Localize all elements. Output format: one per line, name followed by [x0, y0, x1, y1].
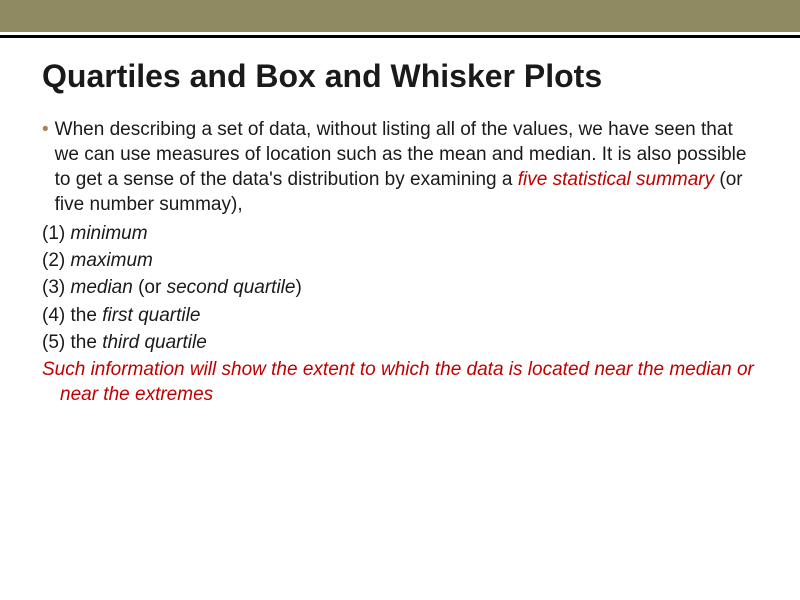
- list-item-5: (5) the third quartile: [42, 330, 758, 355]
- list-item-2: (2) maximum: [42, 248, 758, 273]
- item4-num: (4) the: [42, 305, 102, 326]
- list-item-1: (1) minimum: [42, 221, 758, 246]
- summary-text: Such information will show the extent to…: [42, 357, 758, 407]
- item5-num: (5) the: [42, 332, 102, 353]
- intro-bullet: • When describing a set of data, without…: [42, 117, 758, 217]
- item1-term: minimum: [71, 223, 148, 244]
- top-accent-bar: [0, 0, 800, 32]
- item3-num: (3): [42, 277, 71, 298]
- slide-content: Quartiles and Box and Whisker Plots • Wh…: [0, 38, 800, 407]
- item5-term: third quartile: [102, 332, 207, 353]
- list-item-4: (4) the first quartile: [42, 303, 758, 328]
- item2-term: maximum: [71, 250, 153, 271]
- intro-text: When describing a set of data, without l…: [55, 117, 758, 217]
- item3-term-b: second quartile: [167, 277, 296, 298]
- bullet-icon: •: [42, 117, 49, 217]
- item3-mid: (or: [133, 277, 167, 298]
- item3-end: ): [295, 277, 301, 298]
- body-text: • When describing a set of data, without…: [42, 117, 758, 407]
- item3-term-a: median: [71, 277, 133, 298]
- list-item-3: (3) median (or second quartile): [42, 275, 758, 300]
- item1-num: (1): [42, 223, 71, 244]
- intro-emphasis: five statistical summary: [518, 169, 714, 190]
- item2-num: (2): [42, 250, 71, 271]
- item4-term: first quartile: [102, 305, 200, 326]
- slide-title: Quartiles and Box and Whisker Plots: [42, 58, 758, 95]
